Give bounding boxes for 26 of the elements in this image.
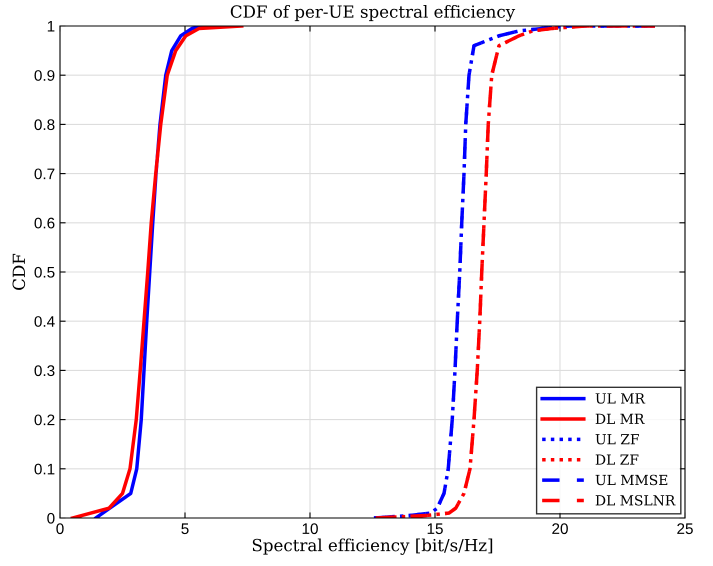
y-axis-title: CDF [12,254,26,290]
x-tick-label: 15 [428,523,443,534]
y-tick-label: 0.2 [34,414,54,426]
y-tick-label: 0.1 [34,464,54,474]
legend-label: DL ZF [596,454,638,465]
x-tick-label: 5 [181,523,189,534]
legend-label: UL MR [596,393,646,404]
x-axis-title: Spectral efficiency [bit/s/Hz] [252,538,492,555]
legend-label: UL ZF [596,434,639,444]
y-tick-label: 1 [48,21,54,32]
y-tick-label: 0.8 [34,119,54,130]
x-tick-label: 20 [552,523,568,534]
y-tick-label: 0.9 [34,70,54,81]
chart-title: CDF of per-UE spectral efficiency [230,5,516,22]
legend-label: UL MMSE [596,474,668,486]
y-tick-label: 0 [47,512,55,524]
legend-label: DL MR [596,414,645,424]
x-tick-label: 25 [677,523,693,534]
x-tick-label: 0 [56,523,64,534]
y-tick-label: 0.5 [34,266,54,278]
y-tick-label: 0.7 [34,168,54,180]
x-tick-label: 10 [302,523,318,534]
y-tick-label: 0.4 [34,316,55,327]
y-tick-label: 0.6 [34,218,54,228]
legend-label: DL MSLNR [596,495,676,506]
y-tick-label: 0.3 [34,365,54,376]
